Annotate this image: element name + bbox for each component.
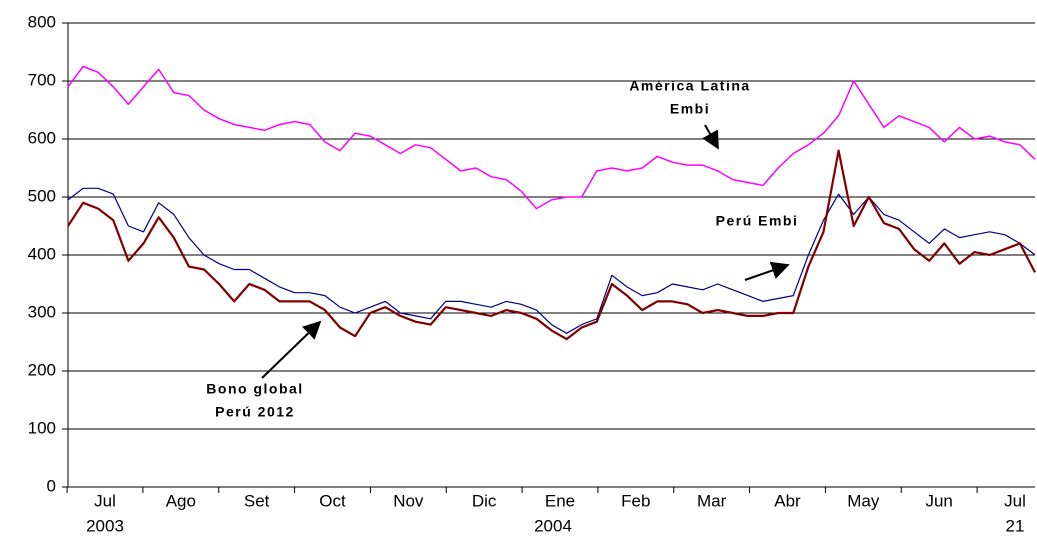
x-tick-label: May <box>847 491 880 510</box>
series-line <box>67 65 1036 210</box>
y-tick-label: 200 <box>28 360 56 379</box>
annotation: Perú 2012 <box>215 404 295 420</box>
x-tick-label: Ene <box>545 491 575 510</box>
y-tick-label: 500 <box>28 186 56 205</box>
x-tick-label: Jun <box>925 491 952 510</box>
annotation: Bono global <box>206 381 303 397</box>
y-tick-label: 100 <box>28 418 56 437</box>
arrow <box>744 261 790 281</box>
arrow <box>702 124 719 150</box>
x-tick-label: Nov <box>393 491 424 510</box>
x-tick-label: Set <box>244 491 270 510</box>
x-tick-label: Ago <box>166 491 196 510</box>
x-tick-label: Abr <box>774 491 801 510</box>
year-label: 2003 <box>86 516 124 535</box>
annotation: Perú Embi <box>716 213 799 229</box>
y-tick-label: 700 <box>28 70 56 89</box>
x-tick-label: Jul <box>1004 491 1026 510</box>
x-tick-label: Oct <box>319 491 346 510</box>
series-line <box>67 187 1036 334</box>
y-tick-label: 0 <box>47 476 56 495</box>
y-tick-label: 400 <box>28 244 56 263</box>
x-tick-label: Mar <box>697 491 727 510</box>
year-label: 2004 <box>534 516 572 535</box>
annotation: América Latina <box>629 78 750 94</box>
arrow <box>261 320 322 379</box>
y-tick-label: 800 <box>28 12 56 31</box>
x-tick-label: Feb <box>621 491 650 510</box>
series-line <box>67 149 1036 341</box>
annotation: Embi <box>670 101 710 117</box>
y-tick-label: 600 <box>28 128 56 147</box>
x-tick-label: Dic <box>472 491 497 510</box>
x-tick-label: Jul <box>94 491 116 510</box>
y-tick-label: 300 <box>28 302 56 321</box>
year-label: 21 <box>1006 516 1025 535</box>
